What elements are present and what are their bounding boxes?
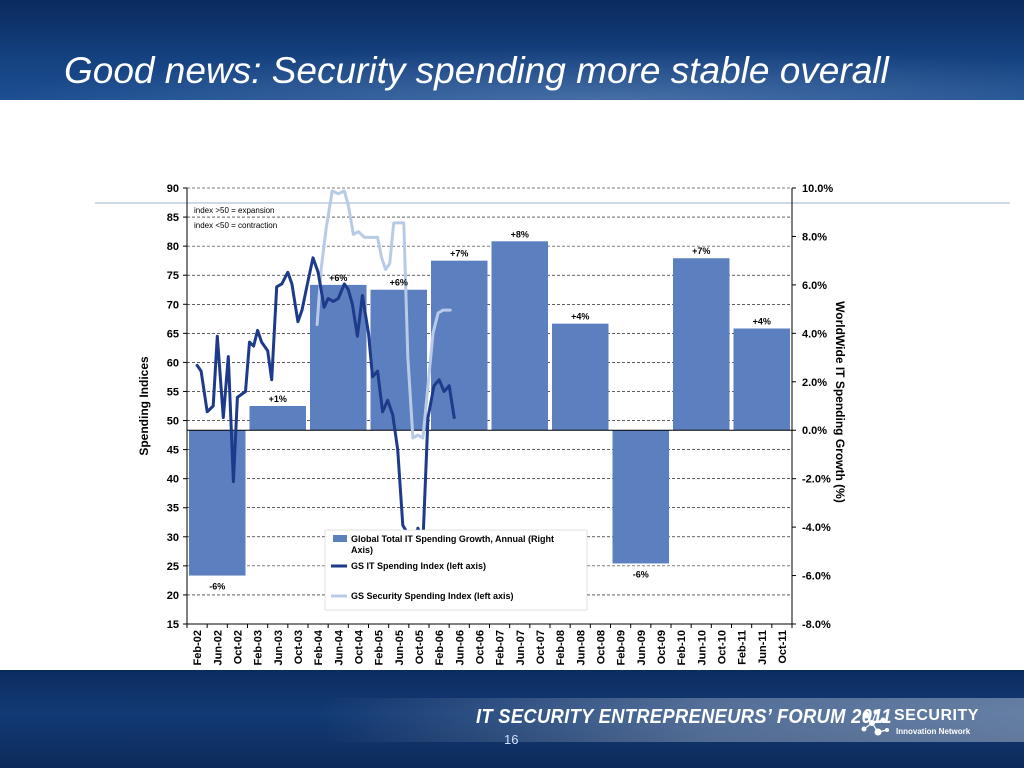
slide-title: Good news: Security spending more stable… bbox=[64, 50, 889, 91]
network-nodes-icon bbox=[861, 709, 889, 736]
slide-header bbox=[0, 0, 1024, 100]
slide-number: 16 bbox=[504, 732, 519, 747]
security-innovation-network-logo: SECURITY Innovation Network bbox=[858, 706, 998, 740]
forum-name: IT SECURITY ENTREPRENEURS’ FORUM 2011 bbox=[476, 706, 892, 728]
logo-subtext: Innovation Network bbox=[896, 727, 971, 736]
slide-content-area bbox=[0, 100, 1024, 670]
footer-highlight-band bbox=[320, 698, 1024, 742]
slide-footer: IT SECURITY ENTREPRENEURS’ FORUM 2011 SE… bbox=[0, 670, 1024, 768]
logo-wordmark: SECURITY bbox=[894, 707, 979, 724]
